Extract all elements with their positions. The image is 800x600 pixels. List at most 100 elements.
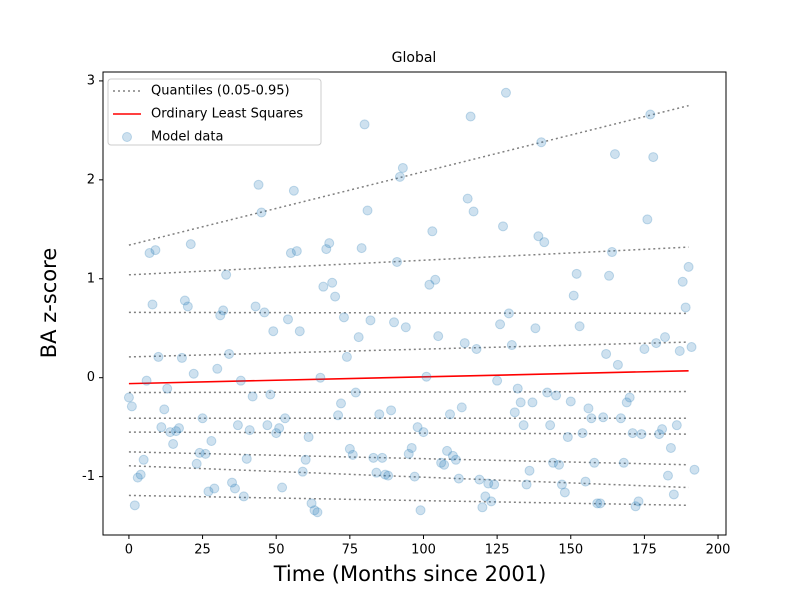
data-point xyxy=(615,413,626,424)
data-point xyxy=(636,429,647,440)
data-point xyxy=(327,277,338,288)
data-point xyxy=(486,496,497,507)
data-point xyxy=(338,312,349,323)
x-tick-label: 100 xyxy=(411,543,436,558)
data-point xyxy=(683,261,694,272)
data-point xyxy=(212,363,223,374)
data-point xyxy=(680,302,691,313)
data-point xyxy=(380,469,391,480)
data-point xyxy=(386,405,397,416)
quantile-line xyxy=(128,390,689,394)
data-point xyxy=(450,454,461,465)
data-point xyxy=(421,371,432,382)
chart-title: Global xyxy=(392,50,437,66)
data-point xyxy=(595,498,606,509)
data-point xyxy=(648,152,659,163)
data-point xyxy=(642,214,653,225)
data-point xyxy=(368,452,379,463)
data-point xyxy=(315,372,326,383)
data-point xyxy=(574,321,585,332)
data-point xyxy=(247,391,258,402)
data-point xyxy=(200,448,211,459)
data-point xyxy=(654,429,665,440)
data-point xyxy=(662,470,673,481)
data-point xyxy=(265,389,276,400)
legend-box xyxy=(107,78,322,146)
data-point xyxy=(297,466,308,477)
data-point xyxy=(521,479,532,490)
data-point xyxy=(197,413,208,424)
data-point xyxy=(153,351,164,362)
data-point xyxy=(312,507,323,518)
data-point xyxy=(477,502,488,513)
x-tick-label: 75 xyxy=(342,543,359,558)
data-point xyxy=(612,359,623,370)
data-point xyxy=(589,457,600,468)
data-point xyxy=(280,413,291,424)
data-point xyxy=(524,465,535,476)
data-point xyxy=(509,407,520,418)
data-point xyxy=(506,340,517,351)
y-axis-label: BA z-score xyxy=(37,248,61,358)
data-point xyxy=(527,397,538,408)
data-point xyxy=(294,326,305,337)
data-point xyxy=(565,396,576,407)
data-point xyxy=(333,410,344,421)
data-point xyxy=(285,248,296,259)
data-point xyxy=(185,239,196,250)
data-point xyxy=(415,505,426,516)
x-tick-label: 175 xyxy=(632,543,657,558)
data-point xyxy=(604,270,615,281)
data-point xyxy=(465,111,476,122)
data-point xyxy=(645,109,656,120)
data-point xyxy=(548,457,559,468)
data-point xyxy=(389,317,400,328)
data-point xyxy=(498,221,509,232)
data-point xyxy=(674,345,685,356)
data-point xyxy=(318,281,329,292)
data-point xyxy=(397,162,408,173)
data-point xyxy=(583,403,594,414)
data-point xyxy=(365,315,376,326)
data-point xyxy=(274,423,285,434)
x-tick-label: 150 xyxy=(558,543,583,558)
data-point xyxy=(512,383,523,394)
data-point xyxy=(188,368,199,379)
data-point xyxy=(627,428,638,439)
x-tick-label: 50 xyxy=(268,543,285,558)
y-tick-label: -1 xyxy=(82,469,95,484)
quantile-line xyxy=(128,494,689,507)
data-point xyxy=(235,375,246,386)
data-point xyxy=(495,319,506,330)
data-point xyxy=(400,322,411,333)
data-point xyxy=(159,404,170,415)
data-point xyxy=(215,310,226,321)
data-point xyxy=(586,413,597,424)
data-point xyxy=(668,489,679,500)
data-point xyxy=(262,420,273,431)
data-point xyxy=(433,331,444,342)
data-point xyxy=(256,207,267,218)
ols-line xyxy=(128,369,689,385)
quantile-line xyxy=(128,311,689,315)
data-point xyxy=(430,274,441,285)
data-point xyxy=(194,447,205,458)
data-point xyxy=(462,193,473,204)
data-point xyxy=(291,246,302,257)
data-point xyxy=(241,453,252,464)
data-point xyxy=(439,459,450,470)
data-point xyxy=(135,469,146,480)
data-point xyxy=(206,436,217,447)
data-point xyxy=(657,424,668,435)
x-tick-label: 0 xyxy=(125,543,133,558)
data-point xyxy=(371,467,382,478)
data-point xyxy=(553,459,564,470)
legend-label: Model data xyxy=(151,130,223,145)
legend: Quantiles (0.05-0.95) Ordinary Least Squa… xyxy=(107,78,322,146)
data-point xyxy=(609,149,620,160)
data-point xyxy=(447,450,458,461)
data-point xyxy=(624,392,635,403)
data-point xyxy=(288,185,299,196)
data-point xyxy=(689,464,700,475)
